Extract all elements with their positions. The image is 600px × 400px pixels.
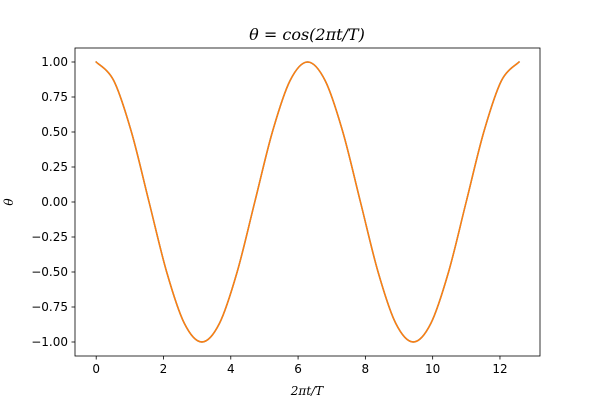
series-layer (95, 60, 521, 343)
series-line-2 (95, 60, 521, 343)
y-tick-label: −0.25 (31, 230, 68, 244)
x-tick-label: 0 (92, 362, 100, 376)
y-tick-label: −0.75 (31, 300, 68, 314)
x-axis-ticks: 0 2 4 6 8 10 12 (92, 356, 508, 376)
y-axis-ticks: 1.00 0.75 0.50 0.25 0.00 −0.25 −0.50 −0.75 −1.00 (31, 55, 75, 349)
x-tick-label: 6 (294, 362, 302, 376)
y-tick-label: 0.25 (41, 160, 68, 174)
y-axis-label: θ (2, 198, 16, 206)
x-tick-label: 10 (425, 362, 440, 376)
x-axis-label: 2πt/T (290, 384, 324, 398)
y-tick-label: 1.00 (41, 55, 68, 69)
x-tick-label: 4 (227, 362, 235, 376)
x-tick-label: 2 (160, 362, 168, 376)
x-tick-label: 12 (492, 362, 507, 376)
x-tick-label: 8 (362, 362, 370, 376)
chart-title: θ = cos(2πt/T) (249, 25, 365, 44)
y-tick-label: 0.75 (41, 90, 68, 104)
series-line-1 (95, 60, 521, 343)
y-tick-label: −0.50 (31, 265, 68, 279)
y-tick-label: −1.00 (31, 335, 68, 349)
plot-frame (74, 47, 541, 357)
y-tick-label: 0.50 (41, 125, 68, 139)
y-tick-label: 0.00 (41, 195, 68, 209)
